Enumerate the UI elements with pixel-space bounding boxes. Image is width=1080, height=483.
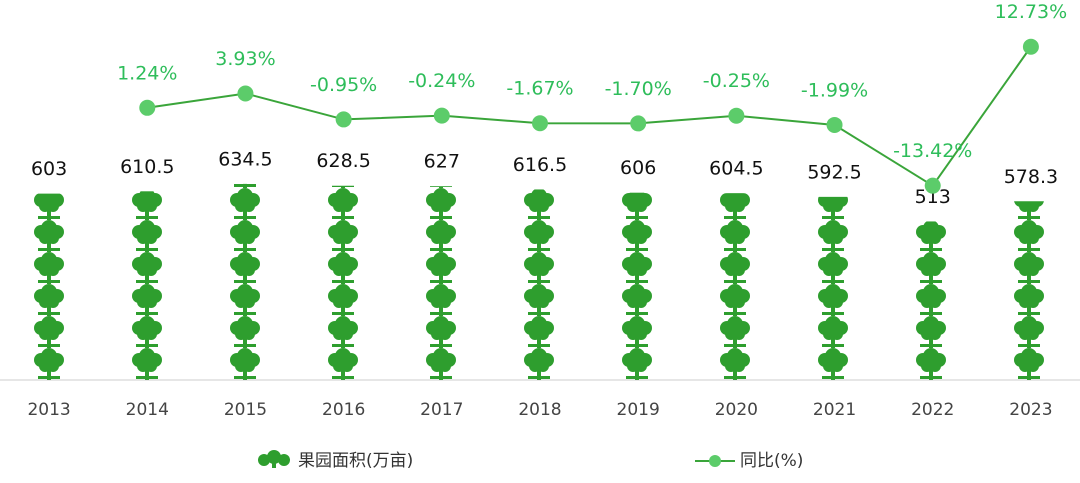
bar [323, 185, 364, 380]
legend: 果园面积(万亩) 同比(%) [258, 450, 803, 471]
bar-value-label: 627 [424, 151, 460, 173]
bar-value-label: 604.5 [709, 158, 763, 180]
line [147, 46, 1032, 188]
legend-marker-icon [709, 455, 721, 467]
bar-value-label: 513 [915, 186, 951, 208]
bar-value-label: 610.5 [120, 156, 174, 178]
line-marker [630, 115, 647, 132]
line-marker [237, 85, 254, 102]
line-marker [826, 116, 843, 133]
x-tick-label: 2019 [617, 400, 660, 420]
line-marker [433, 107, 450, 124]
x-tick-label: 2022 [911, 400, 954, 420]
bar [912, 221, 953, 380]
line-marker [139, 99, 156, 116]
line-value-label: -1.99% [801, 79, 868, 101]
bar [29, 193, 70, 380]
legend-label: 果园面积(万亩) [298, 451, 413, 471]
line-value-label: 12.73% [995, 1, 1067, 23]
x-tick-label: 2021 [813, 400, 856, 420]
bar-value-label: 616.5 [513, 154, 567, 176]
bar [716, 193, 757, 380]
line-value-label: -13.42% [893, 140, 972, 162]
line-value-label: 1.24% [117, 62, 177, 84]
bar-value-label: 592.5 [807, 161, 861, 183]
legend-bar-icon [258, 450, 290, 468]
x-tick-label: 2018 [518, 400, 561, 420]
line-value-label: -1.70% [605, 78, 672, 100]
line-marker [924, 177, 941, 194]
line-marker [1022, 38, 1039, 55]
bar [127, 191, 168, 380]
bar [618, 192, 659, 380]
bar-value-label: 628.5 [316, 150, 370, 172]
line-marker [728, 107, 745, 124]
line-value-label: -0.24% [408, 70, 475, 92]
line-marker [335, 111, 352, 128]
bar-value-label: 578.3 [1004, 166, 1058, 188]
legend-label: 同比(%) [740, 451, 803, 471]
bar [421, 186, 462, 380]
x-tick-label: 2023 [1009, 400, 1052, 420]
x-tick-label: 2017 [420, 400, 463, 420]
bar-value-label: 606 [620, 157, 656, 179]
bar [1010, 201, 1051, 380]
x-tick-label: 2020 [715, 400, 758, 420]
x-tick-label: 2014 [126, 400, 169, 420]
bar-value-label: 603 [31, 158, 67, 180]
line-value-label: -1.67% [506, 78, 573, 100]
x-tick-label: 2016 [322, 400, 365, 420]
line-marker [532, 115, 548, 132]
bar-value-label: 634.5 [218, 148, 272, 170]
line-value-label: 3.93% [215, 48, 275, 70]
bar [225, 183, 266, 380]
bar [520, 189, 560, 380]
line-value-label: -0.95% [310, 74, 377, 96]
x-tick-label: 2013 [27, 400, 70, 420]
x-tick-label: 2015 [224, 400, 267, 420]
bar [814, 196, 855, 380]
line-value-label: -0.25% [703, 70, 770, 92]
